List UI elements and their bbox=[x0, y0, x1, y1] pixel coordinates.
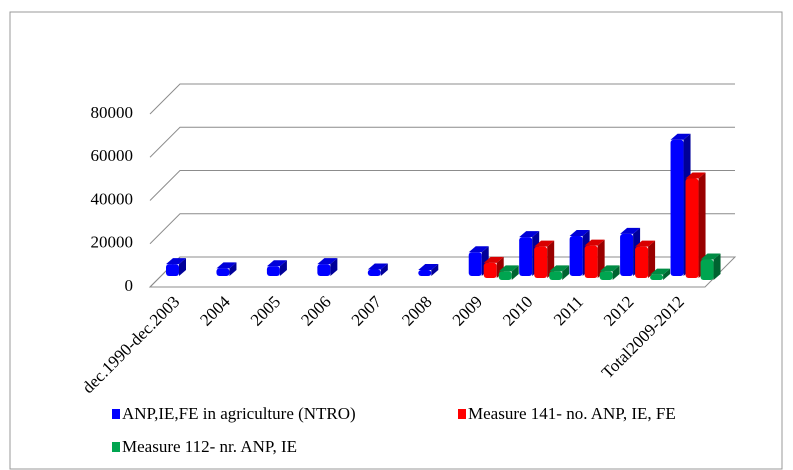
bar bbox=[266, 260, 287, 276]
bar-top bbox=[670, 133, 691, 140]
bar-top bbox=[700, 253, 721, 260]
bar-side bbox=[229, 262, 237, 276]
bar-side bbox=[648, 240, 656, 278]
legend-label: Measure 112- nr. ANP, IE bbox=[122, 437, 297, 456]
y-tick-label: 0 bbox=[125, 276, 134, 295]
bar-top bbox=[367, 263, 388, 270]
bar-top bbox=[498, 265, 519, 272]
legend-marker bbox=[112, 442, 120, 452]
bar-top bbox=[483, 256, 504, 263]
bar-top bbox=[266, 260, 287, 267]
bar-top bbox=[468, 246, 489, 253]
bar-front bbox=[468, 252, 482, 276]
grid-line bbox=[149, 213, 735, 245]
bar-top bbox=[216, 262, 237, 269]
bar-front bbox=[534, 246, 548, 278]
y-tick-label: 20000 bbox=[91, 233, 134, 252]
bar-side bbox=[511, 265, 519, 280]
bar-side bbox=[330, 258, 338, 276]
bar bbox=[650, 268, 671, 280]
bar-top bbox=[620, 227, 641, 234]
bar-front bbox=[584, 245, 598, 278]
bar-side bbox=[431, 263, 439, 276]
bar-front bbox=[685, 178, 699, 278]
bar-front bbox=[216, 268, 230, 276]
bar-top bbox=[569, 229, 590, 236]
bar-front bbox=[549, 271, 563, 280]
bar-top bbox=[549, 265, 570, 272]
grid-line bbox=[149, 83, 735, 115]
legend-label: ANP,IE,FE in agriculture (NTRO) bbox=[122, 404, 356, 423]
bar-top bbox=[584, 239, 605, 246]
bar-front bbox=[670, 139, 684, 276]
bar-front bbox=[650, 274, 664, 280]
bar-front bbox=[498, 271, 512, 280]
bar bbox=[584, 239, 605, 278]
bar bbox=[498, 265, 519, 280]
bar-front bbox=[569, 235, 583, 276]
y-tick-label: 60000 bbox=[91, 146, 134, 165]
bar-top bbox=[418, 263, 439, 270]
bar-top bbox=[317, 258, 338, 265]
bar-front bbox=[367, 269, 381, 276]
bar-top bbox=[599, 265, 620, 272]
bar-side bbox=[713, 253, 721, 280]
bar-front bbox=[700, 259, 714, 280]
bar-top bbox=[519, 231, 540, 238]
bar-front bbox=[620, 233, 634, 276]
y-tick-label: 40000 bbox=[91, 189, 134, 208]
bar bbox=[549, 265, 570, 280]
bar-front bbox=[266, 266, 280, 276]
bar-top bbox=[534, 240, 555, 247]
grid-line bbox=[149, 126, 735, 158]
legend-marker bbox=[458, 409, 466, 419]
bar-side bbox=[612, 265, 620, 280]
bar bbox=[367, 263, 388, 276]
bar bbox=[166, 258, 186, 276]
bar bbox=[418, 263, 439, 276]
bar bbox=[635, 240, 656, 278]
bar bbox=[685, 172, 706, 278]
bar-side bbox=[698, 172, 706, 278]
bar-front bbox=[317, 264, 331, 276]
bar-top bbox=[650, 268, 671, 275]
bar-side bbox=[663, 268, 671, 280]
chart-frame bbox=[9, 11, 783, 470]
bar bbox=[599, 265, 620, 280]
bar-front bbox=[519, 237, 533, 276]
legend-label: Measure 141- no. ANP, IE, FE bbox=[468, 404, 676, 423]
bar-front bbox=[418, 269, 432, 276]
bar-side bbox=[179, 258, 186, 276]
bar-front bbox=[166, 264, 179, 276]
bar-side bbox=[380, 263, 388, 276]
bar bbox=[700, 253, 721, 280]
bar-side bbox=[562, 265, 570, 280]
bar bbox=[483, 256, 504, 278]
y-tick-label: 80000 bbox=[91, 103, 134, 122]
bar-top bbox=[685, 172, 706, 179]
bar-front bbox=[599, 271, 613, 280]
grid-line bbox=[149, 170, 735, 201]
bar-side bbox=[597, 239, 605, 278]
bar bbox=[216, 262, 237, 276]
bar-side bbox=[279, 260, 287, 276]
bar-front bbox=[635, 246, 649, 278]
legend-marker bbox=[112, 409, 120, 419]
bar-top bbox=[166, 258, 186, 265]
bar-top bbox=[635, 240, 656, 247]
bar-front bbox=[483, 262, 497, 278]
bar bbox=[317, 258, 338, 276]
